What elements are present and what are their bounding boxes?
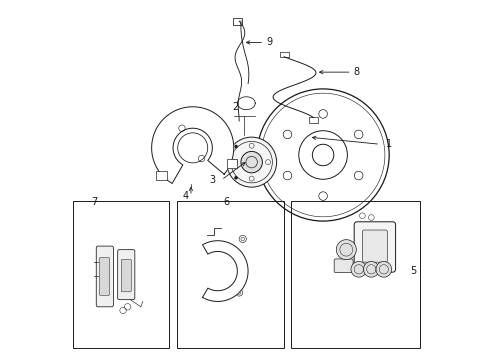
Circle shape [241, 152, 262, 173]
FancyBboxPatch shape [118, 249, 135, 300]
Bar [226, 159, 237, 168]
Bar [233, 18, 242, 24]
Bar [279, 53, 288, 57]
Text: 4: 4 [182, 191, 188, 201]
Bar [156, 171, 166, 180]
Text: 7: 7 [91, 197, 98, 207]
Circle shape [363, 261, 378, 277]
Circle shape [234, 145, 237, 148]
Circle shape [336, 240, 356, 260]
Text: 2: 2 [232, 102, 238, 112]
Bar [73, 202, 169, 348]
Text: 9: 9 [265, 37, 271, 48]
Text: 6: 6 [223, 197, 229, 207]
FancyBboxPatch shape [121, 259, 131, 292]
Polygon shape [151, 107, 233, 184]
FancyBboxPatch shape [333, 259, 352, 273]
Circle shape [227, 160, 231, 164]
FancyBboxPatch shape [96, 246, 113, 307]
FancyBboxPatch shape [353, 222, 395, 272]
Circle shape [350, 261, 366, 277]
FancyBboxPatch shape [99, 257, 109, 296]
Bar [176, 202, 283, 348]
FancyBboxPatch shape [362, 230, 386, 262]
Text: 3: 3 [209, 175, 216, 185]
Bar [290, 202, 419, 348]
Circle shape [234, 176, 237, 180]
Circle shape [226, 137, 276, 187]
Text: 8: 8 [353, 67, 359, 77]
Circle shape [177, 133, 207, 163]
Text: 1: 1 [385, 139, 391, 149]
Polygon shape [202, 241, 247, 301]
Text: 5: 5 [410, 266, 416, 276]
Circle shape [375, 261, 391, 277]
